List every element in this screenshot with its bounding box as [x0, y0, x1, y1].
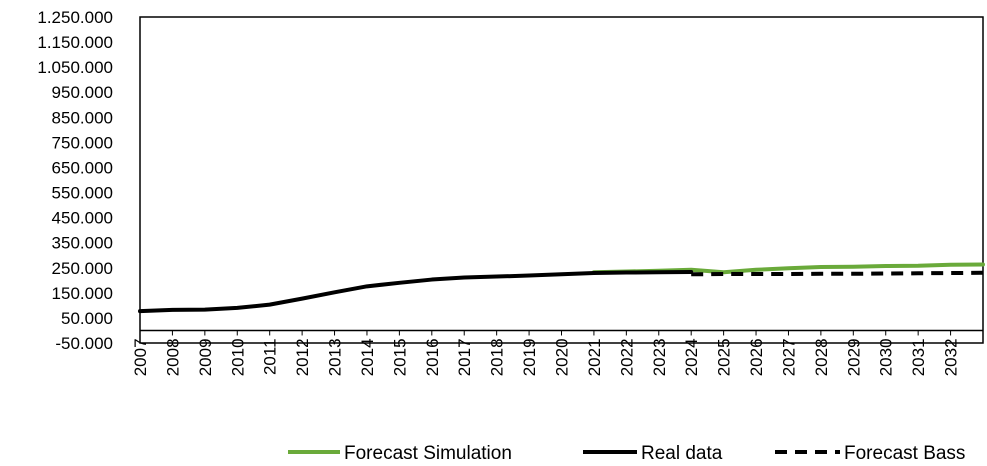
y-tick-label: 850.000 [52, 108, 113, 127]
x-tick-label: 2017 [455, 338, 474, 376]
y-tick-label: 250.000 [52, 259, 113, 278]
x-tick-label: 2023 [650, 338, 669, 376]
x-tick-label: 2009 [196, 338, 215, 376]
y-tick-label: 1.150.000 [37, 33, 113, 52]
x-tick-label: 2029 [844, 338, 863, 376]
y-tick-label: 150.000 [52, 284, 113, 303]
x-tick-label: 2011 [261, 338, 280, 375]
x-tick-label: 2015 [390, 338, 409, 376]
series-layer [138, 262, 985, 314]
y-tick-label: 750.000 [52, 133, 113, 152]
y-tick-label: 650.000 [52, 158, 113, 177]
y-tick-label: -50.000 [55, 334, 113, 353]
y-tick-label: 450.000 [52, 209, 113, 228]
x-tick-label: 2021 [585, 338, 604, 376]
y-tick-label: 350.000 [52, 234, 113, 253]
series-line-2 [138, 270, 694, 314]
x-tick-label: 2014 [358, 338, 377, 376]
x-tick-label: 2032 [942, 338, 961, 376]
legend-label: Real data [641, 443, 723, 464]
x-tick-label: 2013 [326, 338, 345, 376]
x-tick-label: 2008 [163, 338, 182, 376]
x-tick-label: 2016 [423, 338, 442, 376]
y-tick-label: 950.000 [52, 83, 113, 102]
legend-label: Forecast Bass [844, 443, 965, 464]
x-tick-label: 2030 [877, 338, 896, 376]
x-tick-label: 2022 [617, 338, 636, 376]
x-axis-ticks: 2007 2008 2009 2010 2011 2012 2013 2014 2015 2016… [131, 330, 984, 376]
series-line-3 [691, 270, 984, 277]
plot-frame [139, 16, 984, 344]
x-tick-label: 2025 [715, 338, 734, 376]
x-tick-label: 2007 [131, 338, 150, 376]
y-tick-label: 1.250.000 [37, 8, 113, 27]
legend: Forecast Simulation Real data Forecast Bas… [288, 443, 965, 464]
y-tick-label: 1.050.000 [37, 58, 113, 77]
x-tick-label: 2028 [812, 338, 831, 376]
legend-label: Forecast Simulation [344, 443, 512, 464]
x-tick-label: 2027 [779, 338, 798, 376]
x-tick-label: 2019 [520, 338, 539, 376]
x-tick-label: 2012 [293, 338, 312, 376]
x-tick-label: 2018 [488, 338, 507, 376]
x-tick-label: 2010 [228, 338, 247, 376]
x-tick-label: 2024 [682, 338, 701, 376]
y-tick-label: 550.000 [52, 184, 113, 203]
x-tick-label: 2020 [553, 338, 572, 376]
x-tick-label: 2026 [747, 338, 766, 376]
y-tick-label: 50.000 [61, 309, 113, 328]
x-tick-label: 2031 [909, 338, 928, 376]
y-axis-ticks: 1.250.000 1.150.000 1.050.000 950.000 850.00… [37, 8, 113, 353]
